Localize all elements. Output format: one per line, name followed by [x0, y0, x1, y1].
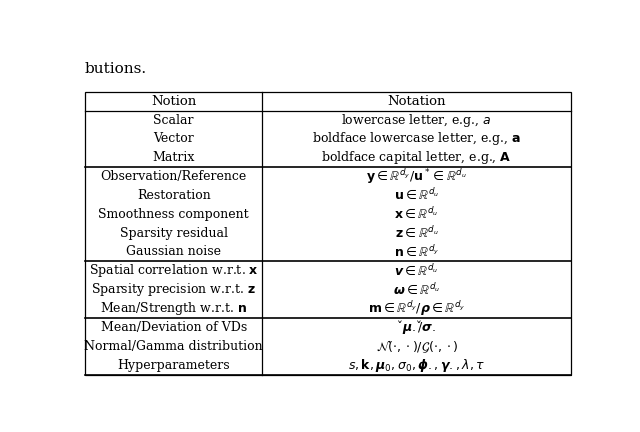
- Text: $\mathcal{N}(\cdot,\cdot)/\mathcal{G}(\cdot,\cdot)$: $\mathcal{N}(\cdot,\cdot)/\mathcal{G}(\c…: [376, 338, 458, 355]
- Text: Sparsity residual: Sparsity residual: [120, 227, 228, 240]
- Text: boldface capital letter, e.g., $\mathbf{A}$: boldface capital letter, e.g., $\mathbf{…: [321, 149, 512, 166]
- Text: boldface lowercase letter, e.g., $\mathbf{a}$: boldface lowercase letter, e.g., $\mathb…: [312, 130, 522, 147]
- Text: $\mathbf{u} \in \mathbb{R}^{d_u}$: $\mathbf{u} \in \mathbb{R}^{d_u}$: [394, 187, 439, 203]
- Text: Observation/Reference: Observation/Reference: [100, 170, 247, 183]
- Text: $\mathbf{x} \in \mathbb{R}^{d_u}$: $\mathbf{x} \in \mathbb{R}^{d_u}$: [394, 206, 439, 222]
- Text: Mean/Strength w.r.t. $\mathbf{n}$: Mean/Strength w.r.t. $\mathbf{n}$: [100, 300, 248, 317]
- Text: lowercase letter, e.g., $a$: lowercase letter, e.g., $a$: [341, 111, 492, 129]
- Text: $\check{\boldsymbol{\mu}}./\check{\boldsymbol{\sigma}}.$: $\check{\boldsymbol{\mu}}./\check{\bolds…: [397, 318, 436, 337]
- Text: $\mathbf{z} \in \mathbb{R}^{d_u}$: $\mathbf{z} \in \mathbb{R}^{d_u}$: [395, 225, 438, 241]
- Bar: [85, 92, 571, 375]
- Text: Notion: Notion: [151, 95, 196, 108]
- Text: $\boldsymbol{\omega} \in \mathbb{R}^{d_u}$: $\boldsymbol{\omega} \in \mathbb{R}^{d_u…: [393, 282, 440, 298]
- Text: Notation: Notation: [387, 95, 446, 108]
- Text: Restoration: Restoration: [137, 189, 211, 202]
- Text: Gaussian noise: Gaussian noise: [126, 245, 221, 258]
- Text: Smoothness component: Smoothness component: [99, 208, 249, 221]
- Text: butions.: butions.: [85, 62, 147, 76]
- Text: Normal/Gamma distribution: Normal/Gamma distribution: [84, 340, 263, 353]
- Text: $\mathbf{n} \in \mathbb{R}^{d_y}$: $\mathbf{n} \in \mathbb{R}^{d_y}$: [394, 244, 440, 260]
- Text: $\boldsymbol{v} \in \mathbb{R}^{d_u}$: $\boldsymbol{v} \in \mathbb{R}^{d_u}$: [394, 263, 439, 279]
- Text: Vector: Vector: [154, 132, 194, 146]
- Text: Matrix: Matrix: [152, 151, 195, 164]
- Text: Mean/Deviation of VDs: Mean/Deviation of VDs: [100, 321, 247, 334]
- Text: Sparsity precision w.r.t. $\mathbf{z}$: Sparsity precision w.r.t. $\mathbf{z}$: [91, 281, 256, 298]
- Text: Scalar: Scalar: [154, 114, 194, 127]
- Text: Hyperparameters: Hyperparameters: [117, 359, 230, 372]
- Text: $\mathbf{y} \in \mathbb{R}^{d_y}/\mathbf{u}^* \in \mathbb{R}^{d_u}$: $\mathbf{y} \in \mathbb{R}^{d_y}/\mathbf…: [366, 167, 467, 186]
- Text: $s, \mathbf{k}, \boldsymbol{\mu}_0, \sigma_0, \boldsymbol{\phi}., \boldsymbol{\g: $s, \mathbf{k}, \boldsymbol{\mu}_0, \sig…: [348, 356, 485, 374]
- Text: Spatial correlation w.r.t. $\mathbf{x}$: Spatial correlation w.r.t. $\mathbf{x}$: [89, 262, 259, 280]
- Text: $\mathbf{m} \in \mathbb{R}^{d_y}/\boldsymbol{\rho} \in \mathbb{R}^{d_y}$: $\mathbf{m} \in \mathbb{R}^{d_y}/\boldsy…: [368, 299, 465, 318]
